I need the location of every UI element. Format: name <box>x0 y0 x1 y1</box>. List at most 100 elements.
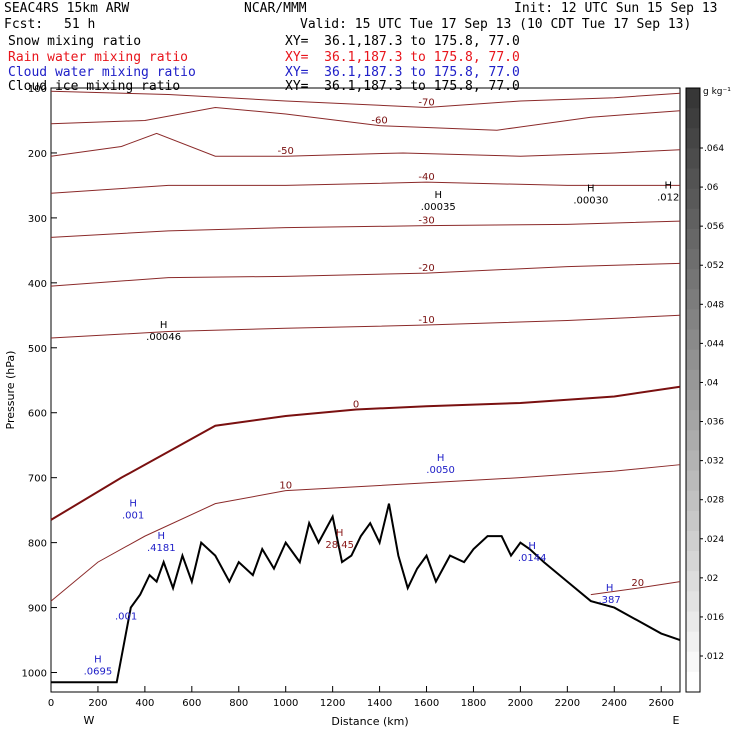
extremum-value: .012 <box>657 192 679 203</box>
extremum-value: .4181 <box>147 543 176 554</box>
extremum-value: 28.45 <box>325 540 354 551</box>
field-name-cloud-water: Cloud water mixing ratio <box>8 65 196 80</box>
isotherm-label: -70 <box>418 97 434 108</box>
extremum-marker: H <box>158 531 166 542</box>
isotherm-line <box>50 132 681 157</box>
x-tick-label: 1200 <box>320 698 345 709</box>
x-tick-label: 2000 <box>508 698 533 709</box>
colorbar-cell <box>686 329 700 351</box>
colorbar-cell <box>686 188 700 210</box>
colorbar-cell <box>686 671 700 693</box>
y-tick-label: 900 <box>28 604 47 615</box>
colorbar-cell <box>686 108 700 129</box>
isotherm-label: -10 <box>418 315 434 326</box>
terrain-line <box>51 503 681 684</box>
colorbar-tick-label: .016 <box>704 613 724 623</box>
colorbar-tick-label: .044 <box>704 339 724 349</box>
extremum-marker: H <box>129 499 137 510</box>
field-xy-snow: XY= 36.1,187.3 to 175.8, 77.0 <box>285 34 520 49</box>
extremum-marker: H <box>587 184 595 195</box>
colorbar-cell <box>686 249 700 270</box>
extremum-value: .001 <box>115 611 137 622</box>
x-tick-label: 0 <box>48 698 54 709</box>
field-name-cloud-ice: Cloud ice mixing ratio <box>8 79 181 94</box>
isotherm-line <box>50 90 681 108</box>
x-tick-label: 200 <box>88 698 107 709</box>
colorbar-cell <box>686 470 700 492</box>
colorbar-tick-label: .036 <box>704 418 724 428</box>
y-tick-label: 800 <box>28 539 47 550</box>
extremum-value: .00035 <box>421 202 456 213</box>
colorbar-cell <box>686 208 700 230</box>
isotherm-line <box>50 262 681 287</box>
colorbar-cell <box>686 651 700 673</box>
fcst-value: 51 h <box>64 17 96 32</box>
isotherm-label: -60 <box>371 116 387 127</box>
colorbar-tick-label: .032 <box>704 457 724 467</box>
colorbar-tick-label: .048 <box>704 300 724 310</box>
isotherm-line <box>50 464 681 602</box>
field-name-snow: Snow mixing ratio <box>8 34 142 49</box>
x-tick-label: 800 <box>229 698 248 709</box>
x-tick-label: 1600 <box>414 698 439 709</box>
extremum-marker: H <box>664 180 672 191</box>
colorbar-cell <box>686 289 700 310</box>
isotherm-label: 0 <box>353 399 359 410</box>
colorbar-cell <box>686 450 700 472</box>
y-tick-label: 100 <box>28 84 47 95</box>
colorbar-cell <box>686 88 700 109</box>
model-title: SEAC4RS 15km ARW <box>4 1 130 16</box>
y-tick-label: 700 <box>28 474 47 485</box>
y-tick-label: 600 <box>28 409 47 420</box>
colorbar-frame <box>685 87 701 693</box>
colorbar-cell <box>686 611 700 633</box>
colorbar-cell <box>686 510 700 532</box>
valid-time: Valid: 15 UTC Tue 17 Sep 13 (10 CDT Tue … <box>300 17 692 32</box>
extremum-value: .001 <box>122 511 144 522</box>
isotherm-label: 10 <box>279 481 292 492</box>
isotherm-line <box>50 220 681 238</box>
x-tick-label: 400 <box>135 698 154 709</box>
isotherm-label: -20 <box>418 263 434 274</box>
extremum-value: .00046 <box>146 332 181 343</box>
colorbar-cell <box>686 410 700 431</box>
x-tick-label: 2600 <box>648 698 673 709</box>
extremum-marker: H <box>94 655 102 666</box>
x-tick-label: 600 <box>182 698 201 709</box>
isotherm-label: -50 <box>278 146 294 157</box>
x-tick-label: 1400 <box>367 698 392 709</box>
x-left-end-label: W <box>84 714 95 727</box>
y-tick-label: 200 <box>28 149 47 160</box>
extremum-value: .0144 <box>518 553 547 564</box>
colorbar-cell <box>686 369 700 391</box>
extremum-value: .387 <box>598 595 620 606</box>
colorbar-cell <box>686 490 700 512</box>
colorbar-cell <box>686 309 700 331</box>
extremum-value: .00030 <box>573 196 608 207</box>
y-tick-label: 300 <box>28 214 47 225</box>
field-xy-cloud-water: XY= 36.1,187.3 to 175.8, 77.0 <box>285 65 520 80</box>
y-tick-label: 400 <box>28 279 47 290</box>
center-title: NCAR/MMM <box>244 1 307 16</box>
colorbar-cell <box>686 269 700 290</box>
extremum-marker: H <box>528 541 536 552</box>
y-axis-title: Pressure (hPa) <box>4 351 17 430</box>
x-right-end-label: E <box>673 714 680 727</box>
colorbar-unit: g kg⁻¹ <box>703 87 731 97</box>
colorbar-cell <box>686 349 700 371</box>
x-tick-label: 1000 <box>273 698 298 709</box>
fcst-label: Fcst: <box>4 17 44 32</box>
isotherm-line <box>50 181 680 194</box>
isotherm-line <box>50 385 681 521</box>
extremum-value: .0695 <box>84 667 113 678</box>
init-time: Init: 12 UTC Sun 15 Sep 13 <box>514 1 718 16</box>
colorbar-cell <box>686 128 700 149</box>
x-tick-label: 1800 <box>461 698 486 709</box>
x-axis-title: Distance (km) <box>331 715 408 728</box>
colorbar-tick-label: .052 <box>704 261 724 271</box>
colorbar-cell <box>686 168 700 190</box>
plot-frame <box>50 87 681 693</box>
extremum-marker: H <box>606 583 614 594</box>
field-name-rain: Rain water mixing ratio <box>8 50 189 65</box>
